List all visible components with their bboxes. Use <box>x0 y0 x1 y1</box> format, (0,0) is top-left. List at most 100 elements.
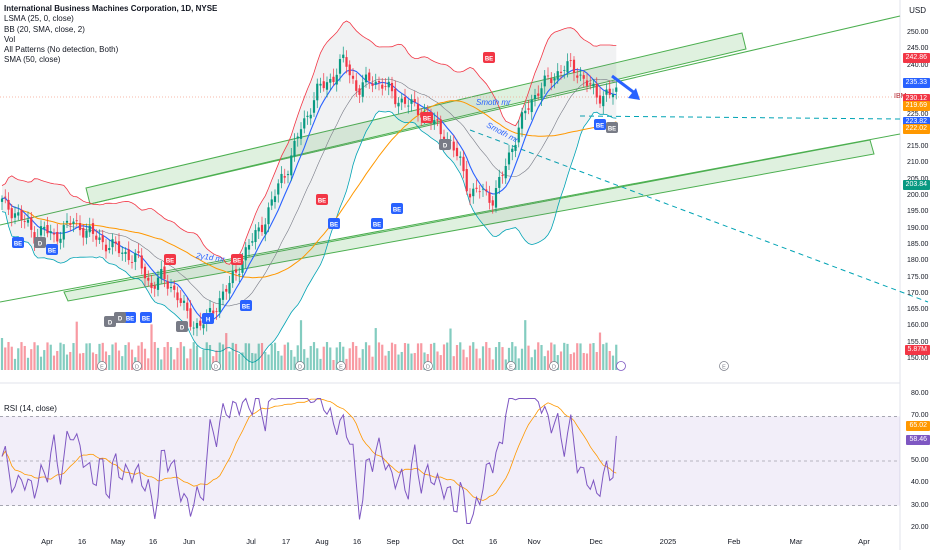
volume-bar <box>400 351 403 370</box>
volume-bar <box>416 343 420 370</box>
candle-body <box>585 80 589 86</box>
lsma-line <box>1 68 617 323</box>
candle-body <box>140 255 143 269</box>
time-axis-label: Jun <box>182 537 196 546</box>
volume-bar <box>452 356 455 370</box>
legend-vol[interactable]: Vol <box>4 34 16 44</box>
volume-bar <box>72 343 75 370</box>
pattern-marker-label: D <box>180 326 185 332</box>
candle-body <box>257 227 260 232</box>
volume-bar <box>540 344 543 370</box>
candle-body <box>439 119 442 135</box>
candle-body <box>13 213 17 218</box>
horizontal-dashed-trend <box>579 115 901 120</box>
candle-body <box>117 241 121 254</box>
time-axis-label: Sep <box>386 537 400 546</box>
volume-bar <box>108 355 111 370</box>
volume-bar <box>111 344 114 370</box>
volume-bar <box>332 359 335 370</box>
volume-bar <box>420 343 423 370</box>
candle-body <box>494 188 498 208</box>
volume-bar <box>130 349 134 370</box>
candle-body <box>23 221 26 222</box>
candle-body <box>501 175 504 176</box>
volume-bar <box>49 344 52 370</box>
candle-body <box>46 225 49 234</box>
volume-bar <box>238 354 241 370</box>
candle-body <box>0 198 4 202</box>
candle-body <box>82 227 85 238</box>
pattern-marker-label: BE <box>242 305 250 311</box>
candle-body <box>56 231 59 242</box>
candle-body <box>338 59 342 74</box>
volume-bar <box>550 342 553 370</box>
legend-patterns[interactable]: All Patterns (No detection, Both) <box>4 45 119 55</box>
legend-lsma[interactable]: LSMA (25, 0, close) <box>4 14 74 24</box>
volume-bar <box>602 344 605 370</box>
volume-bar <box>433 342 436 370</box>
legend-sma[interactable]: SMA (50, close) <box>4 55 61 65</box>
candle-body <box>342 54 345 59</box>
candle-body <box>39 226 43 236</box>
pattern-marker <box>46 244 58 255</box>
time-axis-label: 2025 <box>659 537 677 546</box>
price-tag: 219.69 <box>902 101 930 111</box>
currency-label: USD <box>909 6 926 15</box>
candle-body <box>176 292 179 301</box>
volume-bar <box>358 357 361 370</box>
legend-title[interactable]: International Business Machines Corporat… <box>4 4 218 13</box>
event-marker <box>506 361 516 371</box>
volume-bar <box>355 345 358 370</box>
candle-body <box>481 188 485 190</box>
price-tag: 222.02 <box>902 124 930 134</box>
candle-body <box>559 71 563 73</box>
volume-bar <box>615 344 618 370</box>
candle-body <box>166 281 169 289</box>
legend-bb[interactable]: BB (20, SMA, close, 2) <box>4 24 85 34</box>
price-axis-label: 245.00 <box>907 45 929 53</box>
candle-body <box>95 235 98 240</box>
price-axis-label: 170.00 <box>907 289 929 297</box>
candle-body <box>306 115 309 117</box>
volume-bar <box>195 345 199 370</box>
volume-bar <box>446 342 449 370</box>
bollinger-lower-band <box>1 110 617 363</box>
candle-body <box>485 189 488 192</box>
candle-body <box>20 209 23 221</box>
price-axis-label: 240.00 <box>907 61 929 69</box>
candle-body <box>225 288 228 292</box>
time-axis-label: Apr <box>858 537 870 546</box>
time-axis-label: Aug <box>315 537 329 546</box>
volume-bar <box>280 355 283 370</box>
pattern-marker-label: D <box>108 321 113 327</box>
symbol-label: IBM <box>894 93 907 100</box>
price-tag: 235.33 <box>902 78 930 88</box>
event-marker <box>423 361 433 371</box>
pattern-marker <box>176 321 188 332</box>
candle-body <box>381 84 384 89</box>
volume-bar <box>270 344 273 370</box>
candle-body <box>88 225 91 233</box>
rsi-legend[interactable]: RSI (14, close) <box>4 404 57 413</box>
volume-bar <box>247 343 251 370</box>
volume-bar <box>13 358 17 370</box>
candle-body <box>114 241 117 244</box>
time-axis-label: 16 <box>148 537 158 546</box>
candle-body <box>468 193 472 198</box>
pattern-marker-label: H <box>206 318 210 324</box>
candle-body <box>407 105 410 107</box>
candle-body <box>270 199 273 206</box>
price-tag: 230.12 <box>902 94 930 104</box>
volume-bar <box>381 344 384 370</box>
volume-bar <box>46 342 49 370</box>
candle-body <box>121 252 124 254</box>
price-axis-label: 250.00 <box>907 29 929 36</box>
volume-bar <box>384 355 387 370</box>
candle-body <box>598 95 602 104</box>
volume-bar <box>394 344 397 370</box>
candle-body <box>283 176 286 178</box>
price-axis-label: 190.00 <box>907 224 929 232</box>
candle-body <box>394 88 397 105</box>
